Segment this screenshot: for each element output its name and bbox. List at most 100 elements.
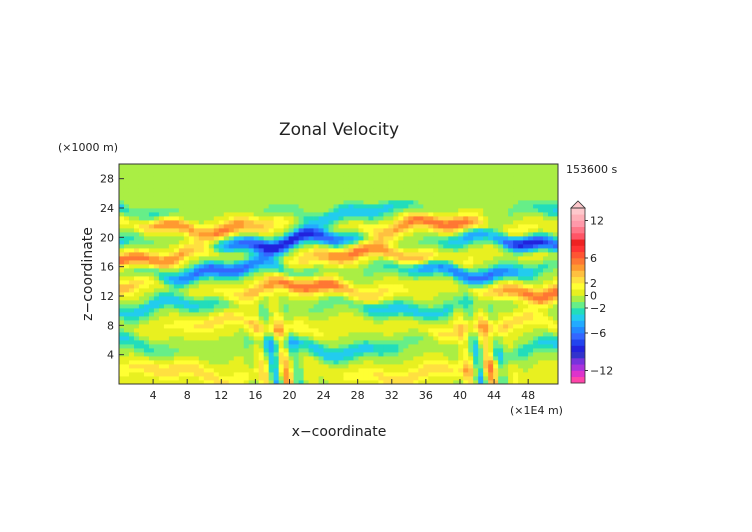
field-cell xyxy=(368,320,374,325)
field-cell xyxy=(383,352,389,357)
colorbar-swatch xyxy=(571,301,585,309)
field-cell xyxy=(438,352,444,357)
field-cell xyxy=(508,216,514,221)
field-cell xyxy=(398,260,404,265)
field-cell xyxy=(143,364,150,369)
field-cell xyxy=(318,168,324,173)
field-cell xyxy=(548,248,554,253)
field-cell xyxy=(193,332,200,337)
field-cell xyxy=(283,236,290,241)
field-cell xyxy=(178,364,185,369)
field-cell xyxy=(158,372,165,377)
field-cell xyxy=(273,176,280,181)
field-cell xyxy=(328,248,334,253)
field-cell xyxy=(403,348,409,353)
field-cell xyxy=(133,376,140,381)
field-cell xyxy=(303,172,309,177)
field-cell xyxy=(228,256,235,261)
field-cell xyxy=(508,268,514,273)
field-cell xyxy=(193,372,200,377)
field-cell xyxy=(523,320,529,325)
field-cell xyxy=(173,188,180,193)
field-cell xyxy=(173,224,180,229)
field-cell xyxy=(418,320,424,325)
field-cell xyxy=(398,368,404,373)
field-cell xyxy=(438,192,444,197)
field-cell xyxy=(123,232,130,237)
field-cell xyxy=(333,188,339,193)
field-cell xyxy=(278,308,285,313)
field-cell xyxy=(548,188,554,193)
field-cell xyxy=(143,368,150,373)
field-cell xyxy=(413,216,419,221)
field-cell xyxy=(119,236,125,241)
field-cell xyxy=(163,276,170,281)
field-cell xyxy=(438,216,444,221)
field-cell xyxy=(333,308,339,313)
field-cell xyxy=(358,220,364,225)
field-cell xyxy=(463,224,469,229)
field-cell xyxy=(318,264,324,269)
field-cell xyxy=(388,240,394,245)
field-cell xyxy=(273,320,280,325)
field-cell xyxy=(218,168,225,173)
field-cell xyxy=(323,180,329,185)
field-cell xyxy=(323,288,329,293)
field-cell xyxy=(178,192,185,197)
field-cell xyxy=(353,232,359,237)
field-cell xyxy=(228,356,235,361)
field-cell xyxy=(183,172,190,177)
field-cell xyxy=(138,348,145,353)
field-cell xyxy=(428,284,434,289)
field-cell xyxy=(463,180,469,185)
field-cell xyxy=(408,196,414,201)
field-cell xyxy=(283,168,290,173)
field-cell xyxy=(119,188,125,193)
field-cell xyxy=(513,264,519,269)
field-cell xyxy=(443,316,449,321)
field-cell xyxy=(248,316,255,321)
field-cell xyxy=(183,300,190,305)
field-cell xyxy=(418,372,424,377)
field-cell xyxy=(163,296,170,301)
field-cell xyxy=(198,164,205,169)
field-cell xyxy=(493,320,499,325)
field-cell xyxy=(493,276,499,281)
field-cell xyxy=(518,224,524,229)
field-cell xyxy=(423,364,429,369)
field-cell xyxy=(493,188,499,193)
x-tick-label: 48 xyxy=(521,389,535,402)
field-cell xyxy=(513,304,519,309)
field-cell xyxy=(208,248,215,253)
field-cell xyxy=(388,248,394,253)
field-cell xyxy=(243,352,250,357)
field-cell xyxy=(243,332,250,337)
field-cell xyxy=(388,280,394,285)
field-cell xyxy=(513,284,519,289)
field-cell xyxy=(528,208,534,213)
field-cell xyxy=(473,280,479,285)
field-cell xyxy=(263,256,270,261)
field-cell xyxy=(143,380,150,385)
field-cell xyxy=(119,280,125,285)
field-cell xyxy=(433,248,439,253)
field-cell xyxy=(348,180,354,185)
field-cell xyxy=(533,172,539,177)
field-cell xyxy=(158,328,165,333)
field-cell xyxy=(288,340,294,345)
field-cell xyxy=(208,256,215,261)
field-cell xyxy=(528,280,534,285)
field-cell xyxy=(473,236,479,241)
field-cell xyxy=(123,292,130,297)
field-cell xyxy=(393,280,399,285)
field-cell xyxy=(333,332,339,337)
field-cell xyxy=(163,372,170,377)
field-cell xyxy=(333,216,339,221)
colorbar-swatch xyxy=(571,283,585,290)
field-cell xyxy=(268,288,275,293)
field-cell xyxy=(498,344,504,349)
field-cell xyxy=(238,180,245,185)
field-cell xyxy=(448,380,454,385)
field-cell xyxy=(493,280,499,285)
field-cell xyxy=(543,336,549,341)
